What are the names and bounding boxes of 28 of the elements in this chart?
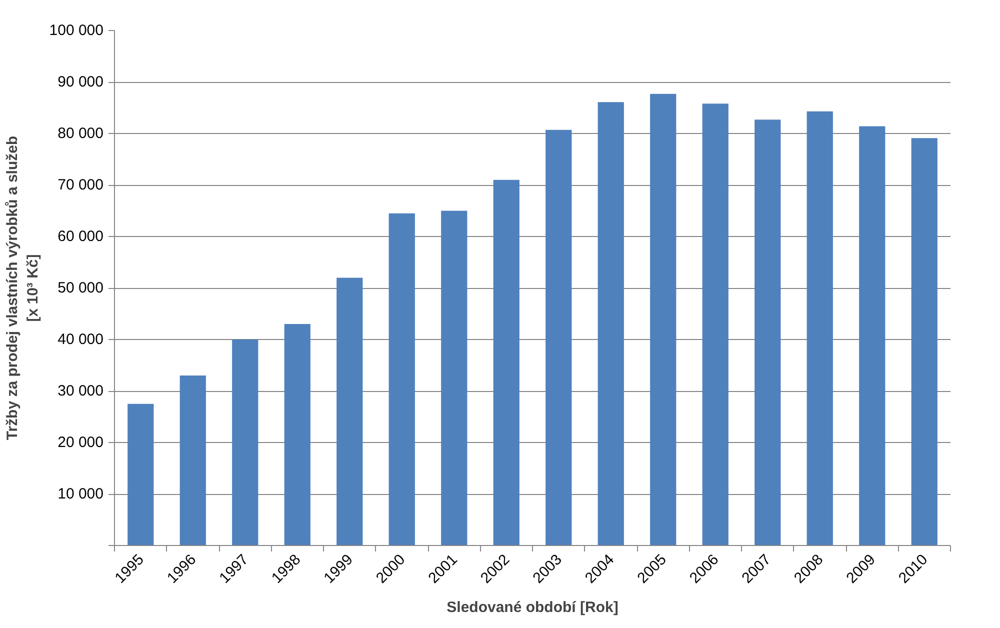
bar: [388, 213, 415, 546]
bar: [180, 376, 206, 546]
y-tick-label: 30 000: [58, 382, 104, 400]
y-tick-label: 70 000: [58, 176, 104, 194]
y-tick-label: 60 000: [58, 228, 104, 245]
y-tick-label: 10 000: [58, 486, 104, 502]
y-tick-label: 20 000: [58, 434, 104, 451]
bar: [806, 111, 833, 546]
bar: [911, 138, 938, 546]
bar: [702, 104, 728, 546]
y-tick-label: 80 000: [58, 125, 104, 142]
y-tick-label: 100 000: [49, 22, 104, 39]
bar: [336, 278, 363, 546]
y-tick-label: 40 000: [58, 331, 104, 348]
x-axis-title: Sledované období [Rok]: [446, 598, 618, 616]
bar: [441, 210, 468, 546]
bar: [598, 102, 624, 546]
bar: [650, 94, 676, 546]
bar: [493, 180, 520, 546]
bar: [284, 324, 310, 546]
bar: [232, 340, 258, 546]
bar: [128, 404, 154, 546]
y-axis-title: Tržby za prodej vlastních výrobků a služeb [x 10³ Kč]: [4, 136, 42, 440]
y-tick-label: 90 000: [58, 74, 104, 90]
bar: [754, 120, 781, 546]
bar: [546, 130, 572, 546]
bar: [859, 126, 886, 546]
y-tick-label: 50 000: [58, 280, 104, 296]
